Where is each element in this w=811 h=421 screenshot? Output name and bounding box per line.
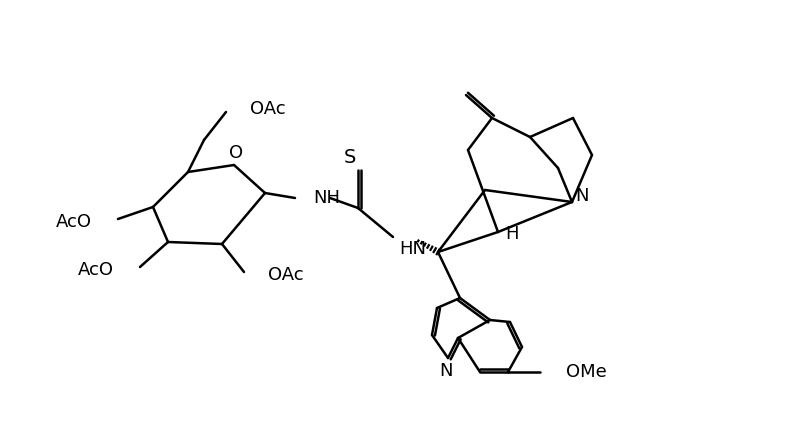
Text: NH: NH	[312, 189, 340, 207]
Text: OMe: OMe	[565, 363, 606, 381]
Text: HN: HN	[398, 240, 426, 258]
Text: S: S	[343, 147, 356, 166]
Text: H: H	[504, 225, 518, 243]
Text: AcO: AcO	[56, 213, 92, 231]
Text: O: O	[229, 144, 242, 162]
Text: OAc: OAc	[268, 266, 303, 284]
Text: N: N	[439, 362, 453, 380]
Text: AcO: AcO	[78, 261, 114, 279]
Text: OAc: OAc	[250, 100, 285, 118]
Text: N: N	[574, 187, 588, 205]
